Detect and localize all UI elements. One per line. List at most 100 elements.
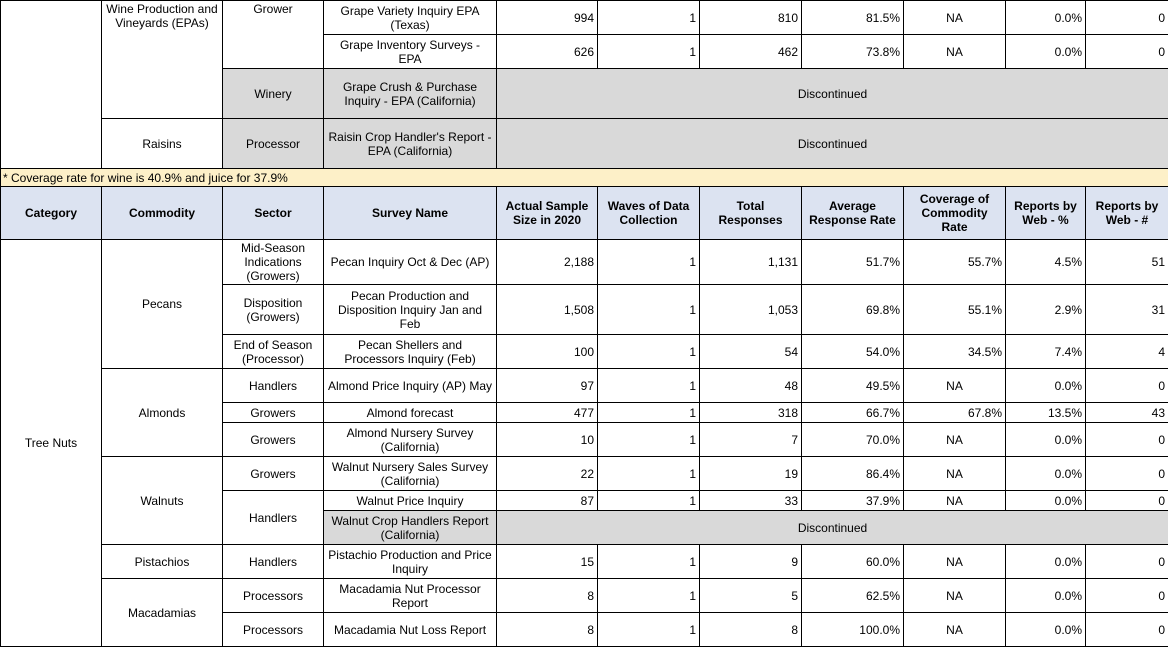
sample-size-cell: 15 — [497, 545, 598, 579]
waves-cell: 1 — [598, 240, 700, 285]
total-responses-cell: 1,053 — [700, 285, 802, 335]
sample-size-cell: 97 — [497, 369, 598, 403]
response-rate-cell: 60.0% — [802, 545, 904, 579]
commodity-cell: Macadamias — [102, 579, 223, 647]
waves-cell: 1 — [598, 579, 700, 613]
note-row: * Coverage rate for wine is 40.9% and ju… — [1, 169, 1168, 187]
survey-name-cell: Almond Nursery Survey (California) — [324, 423, 497, 457]
survey-name-cell: Macadamia Nut Loss Report — [324, 613, 497, 647]
column-header: Total Responses — [700, 187, 802, 240]
sample-size-cell: 8 — [497, 579, 598, 613]
sector-cell: Growers — [223, 457, 324, 491]
column-header: Average Response Rate — [802, 187, 904, 240]
coverage-cell: NA — [904, 613, 1006, 647]
response-rate-cell: 66.7% — [802, 403, 904, 423]
sector-cell: Handlers — [223, 369, 324, 403]
total-responses-cell: 54 — [700, 335, 802, 369]
column-header: Commodity — [102, 187, 223, 240]
web-percent-cell: 0.0% — [1006, 491, 1086, 511]
sample-size-cell: 22 — [497, 457, 598, 491]
sector-cell: Growers — [223, 403, 324, 423]
waves-cell: 1 — [598, 457, 700, 491]
total-responses-cell: 7 — [700, 423, 802, 457]
coverage-cell: NA — [904, 545, 1006, 579]
sample-size-cell: 994 — [497, 1, 598, 35]
survey-name-cell: Grape Variety Inquiry EPA (Texas) — [324, 1, 497, 35]
web-percent-cell: 0.0% — [1006, 457, 1086, 491]
sector-cell: Winery — [223, 69, 324, 119]
column-header: Category — [1, 187, 102, 240]
response-rate-cell: 54.0% — [802, 335, 904, 369]
survey-name-cell: Pistachio Production and Price Inquiry — [324, 545, 497, 579]
coverage-cell: 34.5% — [904, 335, 1006, 369]
discontinued-cell: Discontinued — [497, 69, 1168, 119]
column-header: Reports by Web - # — [1086, 187, 1168, 240]
commodity-cell: Walnuts — [102, 457, 223, 545]
waves-cell: 1 — [598, 545, 700, 579]
discontinued-cell: Discontinued — [497, 511, 1168, 545]
sector-cell: Processor — [223, 119, 324, 169]
survey-name-cell: Almond Price Inquiry (AP) May — [324, 369, 497, 403]
web-count-cell: 0 — [1086, 545, 1168, 579]
survey-name-cell: Grape Crush & Purchase Inquiry - EPA (Ca… — [324, 69, 497, 119]
waves-cell: 1 — [598, 491, 700, 511]
total-responses-cell: 48 — [700, 369, 802, 403]
sector-cell: Growers — [223, 423, 324, 457]
web-percent-cell: 13.5% — [1006, 403, 1086, 423]
total-responses-cell: 8 — [700, 613, 802, 647]
category-cell: Tree Nuts — [1, 240, 102, 647]
sector-cell: Grower — [223, 1, 324, 69]
waves-cell: 1 — [598, 423, 700, 457]
commodity-cell: Raisins — [102, 119, 223, 169]
waves-cell: 1 — [598, 1, 700, 35]
web-count-cell: 0 — [1086, 491, 1168, 511]
sector-cell: Processors — [223, 613, 324, 647]
response-rate-cell: 86.4% — [802, 457, 904, 491]
survey-name-cell: Pecan Shellers and Processors Inquiry (F… — [324, 335, 497, 369]
survey-name-cell: Pecan Inquiry Oct & Dec (AP) — [324, 240, 497, 285]
total-responses-cell: 810 — [700, 1, 802, 35]
survey-name-cell: Walnut Price Inquiry — [324, 491, 497, 511]
waves-cell: 1 — [598, 403, 700, 423]
sector-cell: End of Season (Processor) — [223, 335, 324, 369]
total-responses-cell: 33 — [700, 491, 802, 511]
sample-size-cell: 1,508 — [497, 285, 598, 335]
column-header: Survey Name — [324, 187, 497, 240]
web-count-cell: 0 — [1086, 35, 1168, 69]
web-count-cell: 31 — [1086, 285, 1168, 335]
commodity-cell: Almonds — [102, 369, 223, 457]
survey-name-cell: Raisin Crop Handler's Report - EPA (Cali… — [324, 119, 497, 169]
web-percent-cell: 4.5% — [1006, 240, 1086, 285]
total-responses-cell: 462 — [700, 35, 802, 69]
web-percent-cell: 0.0% — [1006, 1, 1086, 35]
total-responses-cell: 1,131 — [700, 240, 802, 285]
sample-size-cell: 2,188 — [497, 240, 598, 285]
web-count-cell: 4 — [1086, 335, 1168, 369]
waves-cell: 1 — [598, 613, 700, 647]
total-responses-cell: 318 — [700, 403, 802, 423]
web-count-cell: 51 — [1086, 240, 1168, 285]
waves-cell: 1 — [598, 35, 700, 69]
web-count-cell: 43 — [1086, 403, 1168, 423]
total-responses-cell: 5 — [700, 579, 802, 613]
category-cell — [1, 1, 102, 169]
survey-name-cell: Pecan Production and Disposition Inquiry… — [324, 285, 497, 335]
web-count-cell: 0 — [1086, 457, 1168, 491]
coverage-cell: NA — [904, 369, 1006, 403]
response-rate-cell: 81.5% — [802, 1, 904, 35]
column-header: Coverage of Commodity Rate — [904, 187, 1006, 240]
web-percent-cell: 2.9% — [1006, 285, 1086, 335]
sample-size-cell: 100 — [497, 335, 598, 369]
survey-name-cell: Almond forecast — [324, 403, 497, 423]
response-rate-cell: 51.7% — [802, 240, 904, 285]
web-percent-cell: 0.0% — [1006, 35, 1086, 69]
web-percent-cell: 0.0% — [1006, 613, 1086, 647]
